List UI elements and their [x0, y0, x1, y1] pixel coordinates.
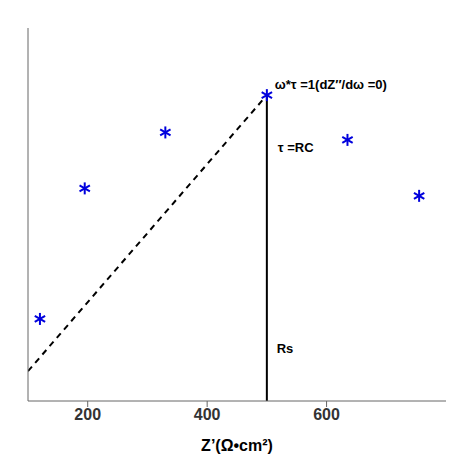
- svg-text:200: 200: [74, 406, 101, 423]
- svg-text:ω*τ =1(dZ′′/dω =0): ω*τ =1(dZ′′/dω =0): [275, 77, 387, 92]
- svg-text:τ =RC: τ =RC: [278, 140, 314, 155]
- svg-text:Rs: Rs: [277, 341, 294, 356]
- svg-text:Z’(Ω•cm²): Z’(Ω•cm²): [201, 437, 273, 454]
- svg-text:400: 400: [194, 406, 221, 423]
- svg-text:600: 600: [313, 406, 340, 423]
